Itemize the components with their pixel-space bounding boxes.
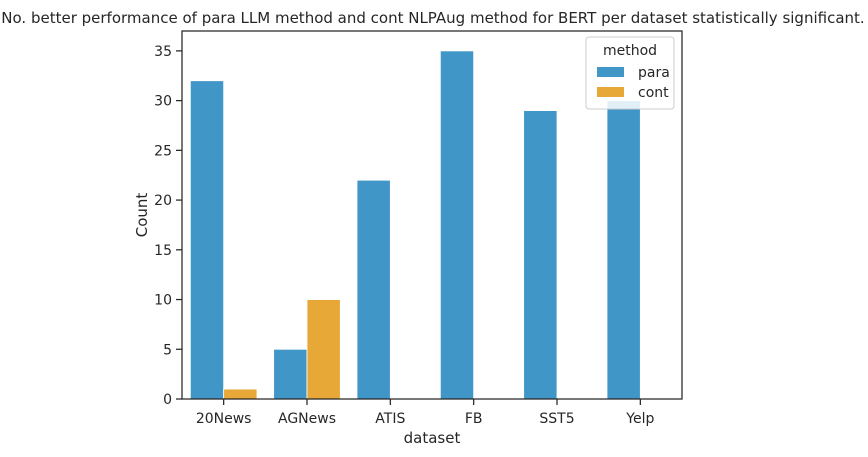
y-tick-label: 20: [154, 193, 172, 209]
plot-frame: [181, 30, 683, 400]
bar-para-Yelp: [606, 100, 641, 400]
y-tick-label: 35: [154, 44, 172, 60]
y-tick-label: 15: [154, 243, 172, 259]
bar-cont-AGNews: [306, 299, 341, 400]
legend-swatch-cont: [597, 87, 624, 97]
bar-para-FB: [439, 50, 475, 400]
y-axis-label: Count: [133, 193, 151, 238]
x-axis: 20News AGNews ATIS FB SST5 Yelp: [196, 399, 654, 427]
x-axis-label: dataset: [404, 429, 461, 447]
bars-group: [189, 50, 641, 400]
legend-title: method: [603, 43, 657, 59]
x-tick-label: ATIS: [375, 411, 405, 427]
x-tick-label: 20News: [196, 411, 252, 427]
legend: method para cont: [585, 36, 675, 110]
bar-para-20News: [189, 80, 225, 400]
y-tick-label: 10: [154, 293, 172, 309]
x-tick-label: SST5: [539, 411, 574, 427]
bar-para-AGNews: [273, 348, 308, 400]
legend-label-cont: cont: [638, 85, 669, 101]
y-tick-label: 25: [154, 143, 172, 159]
legend-swatch-para: [597, 67, 624, 77]
bar-para-SST5: [523, 110, 558, 400]
chart-title: No. better performance of para LLM metho…: [1, 9, 864, 27]
x-tick-label: AGNews: [278, 411, 336, 427]
x-tick-label: Yelp: [625, 411, 654, 427]
bar-para-ATIS: [356, 179, 391, 400]
y-tick-label: 5: [163, 342, 172, 358]
legend-label-para: para: [638, 65, 670, 81]
bar-cont-20News: [223, 388, 258, 400]
y-tick-label: 30: [154, 94, 172, 110]
y-axis: 0 5 10 15 20 25 30 35: [154, 44, 182, 408]
x-tick-label: FB: [465, 411, 483, 427]
y-tick-label: 0: [163, 392, 172, 408]
